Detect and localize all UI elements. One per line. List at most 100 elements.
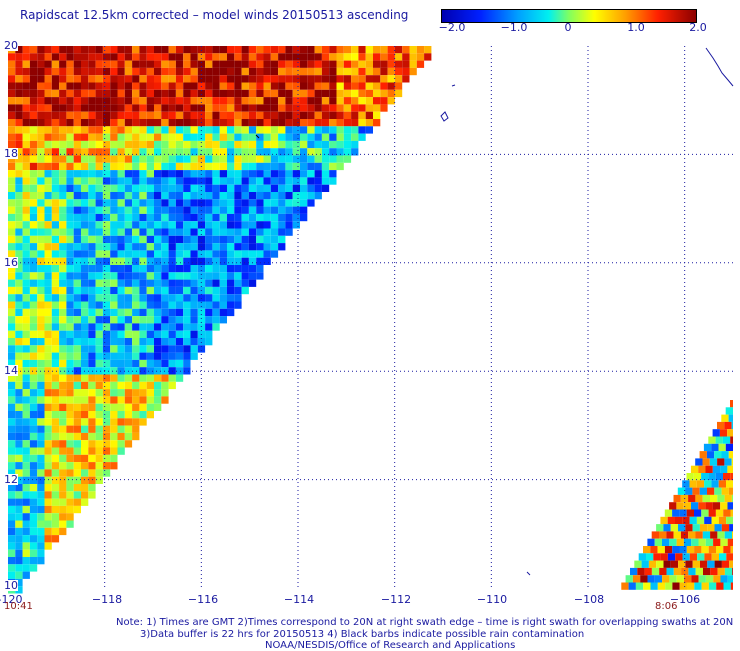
swath-cell [343,89,352,98]
swath-cell [227,301,235,309]
swath-cell [51,60,60,68]
swath-cell [146,367,154,375]
swath-cell [183,213,191,222]
swath-cell [66,177,74,185]
swath-cell [205,126,213,134]
swath-cell [190,250,198,258]
swath-cell [66,520,74,528]
swath-cell [88,148,96,156]
swath-cell [51,155,60,163]
swath-cell [124,155,133,163]
swath-cell [59,89,67,98]
swath-cell [81,411,89,419]
swath-cell [263,199,271,207]
swath-cell [81,476,89,484]
swath-cell [329,119,337,127]
swath-cell [102,213,111,222]
swath-cell [256,111,264,119]
swath-cell [205,265,213,273]
swath-cell [154,257,162,265]
swath-cell [248,75,257,83]
swath-cell [351,140,359,149]
swath-cell [88,359,96,368]
swath-cell [154,367,162,375]
swath-cell [8,418,16,426]
swath-cell [685,524,693,532]
swath-cell [110,257,118,265]
swath-cell [241,82,249,90]
note-line-3: NOAA/NESDIS/Office of Research and Appli… [265,640,516,651]
swath-cell [728,487,733,495]
swath-cell [22,257,30,265]
swath-cell [380,75,388,83]
swath-cell [66,213,74,222]
swath-cell [154,206,162,214]
swath-cell [59,140,67,149]
swath-cell [416,53,425,61]
swath-cell [285,228,293,236]
swath-cell [73,126,81,134]
swath-cell [409,60,417,68]
swath-cell [15,265,23,273]
swath-cell [15,440,23,448]
swath-cell [394,82,403,90]
swath-cell [66,301,74,309]
swath-cell [307,133,315,141]
swath-cell [387,97,395,105]
swath-cell [139,272,147,280]
swath-cell [212,46,220,54]
swath-cell [117,323,125,331]
swath-cell [694,546,702,554]
swath-cell [73,53,81,61]
swath-cell [81,82,89,90]
swath-cell [51,462,60,470]
swath-cell [190,46,198,54]
swath-cell [161,374,169,382]
swath-cell [681,567,689,576]
swath-cell [51,243,60,251]
swath-cell [124,308,133,317]
swath-cell [227,126,235,134]
swath-cell [285,184,293,192]
swath-cell [212,111,220,119]
swath-cell [241,272,249,280]
swath-cell [183,265,191,273]
swath-cell [358,104,366,112]
swath-cell [336,111,344,119]
swath-cell [15,535,23,543]
swath-cell [95,418,103,426]
swath-cell [66,89,74,98]
swath-cell [719,553,727,561]
swath-cell [102,199,111,207]
swath-cell [132,381,140,390]
swath-cell [66,411,74,419]
swath-cell [270,206,279,214]
swath-cell [190,308,198,317]
swath-cell [8,535,16,543]
swath-cell [66,170,74,178]
swath-cell [110,119,118,127]
swath-cell [37,513,45,521]
swath-cell [88,367,96,375]
swath-cell [37,170,45,178]
swath-cell [51,469,60,477]
swath-cell [88,301,96,309]
swath-cell [66,418,74,426]
swath-cell [380,97,388,105]
swath-cell [711,443,719,452]
swath-cell [59,520,67,528]
swath-cell [37,111,45,119]
swath-cell [37,535,45,543]
swath-cell [15,520,23,528]
swath-cell [44,301,52,309]
swath-cell [394,89,403,98]
swath-cell [721,414,729,422]
swath-cell [154,316,162,324]
swath-cell [365,119,373,127]
swath-cell [146,228,154,236]
swath-cell [154,301,162,309]
swath-cell [124,265,133,273]
swath-cell [285,67,293,76]
swath-cell [168,170,176,178]
swath-cell [248,82,257,90]
